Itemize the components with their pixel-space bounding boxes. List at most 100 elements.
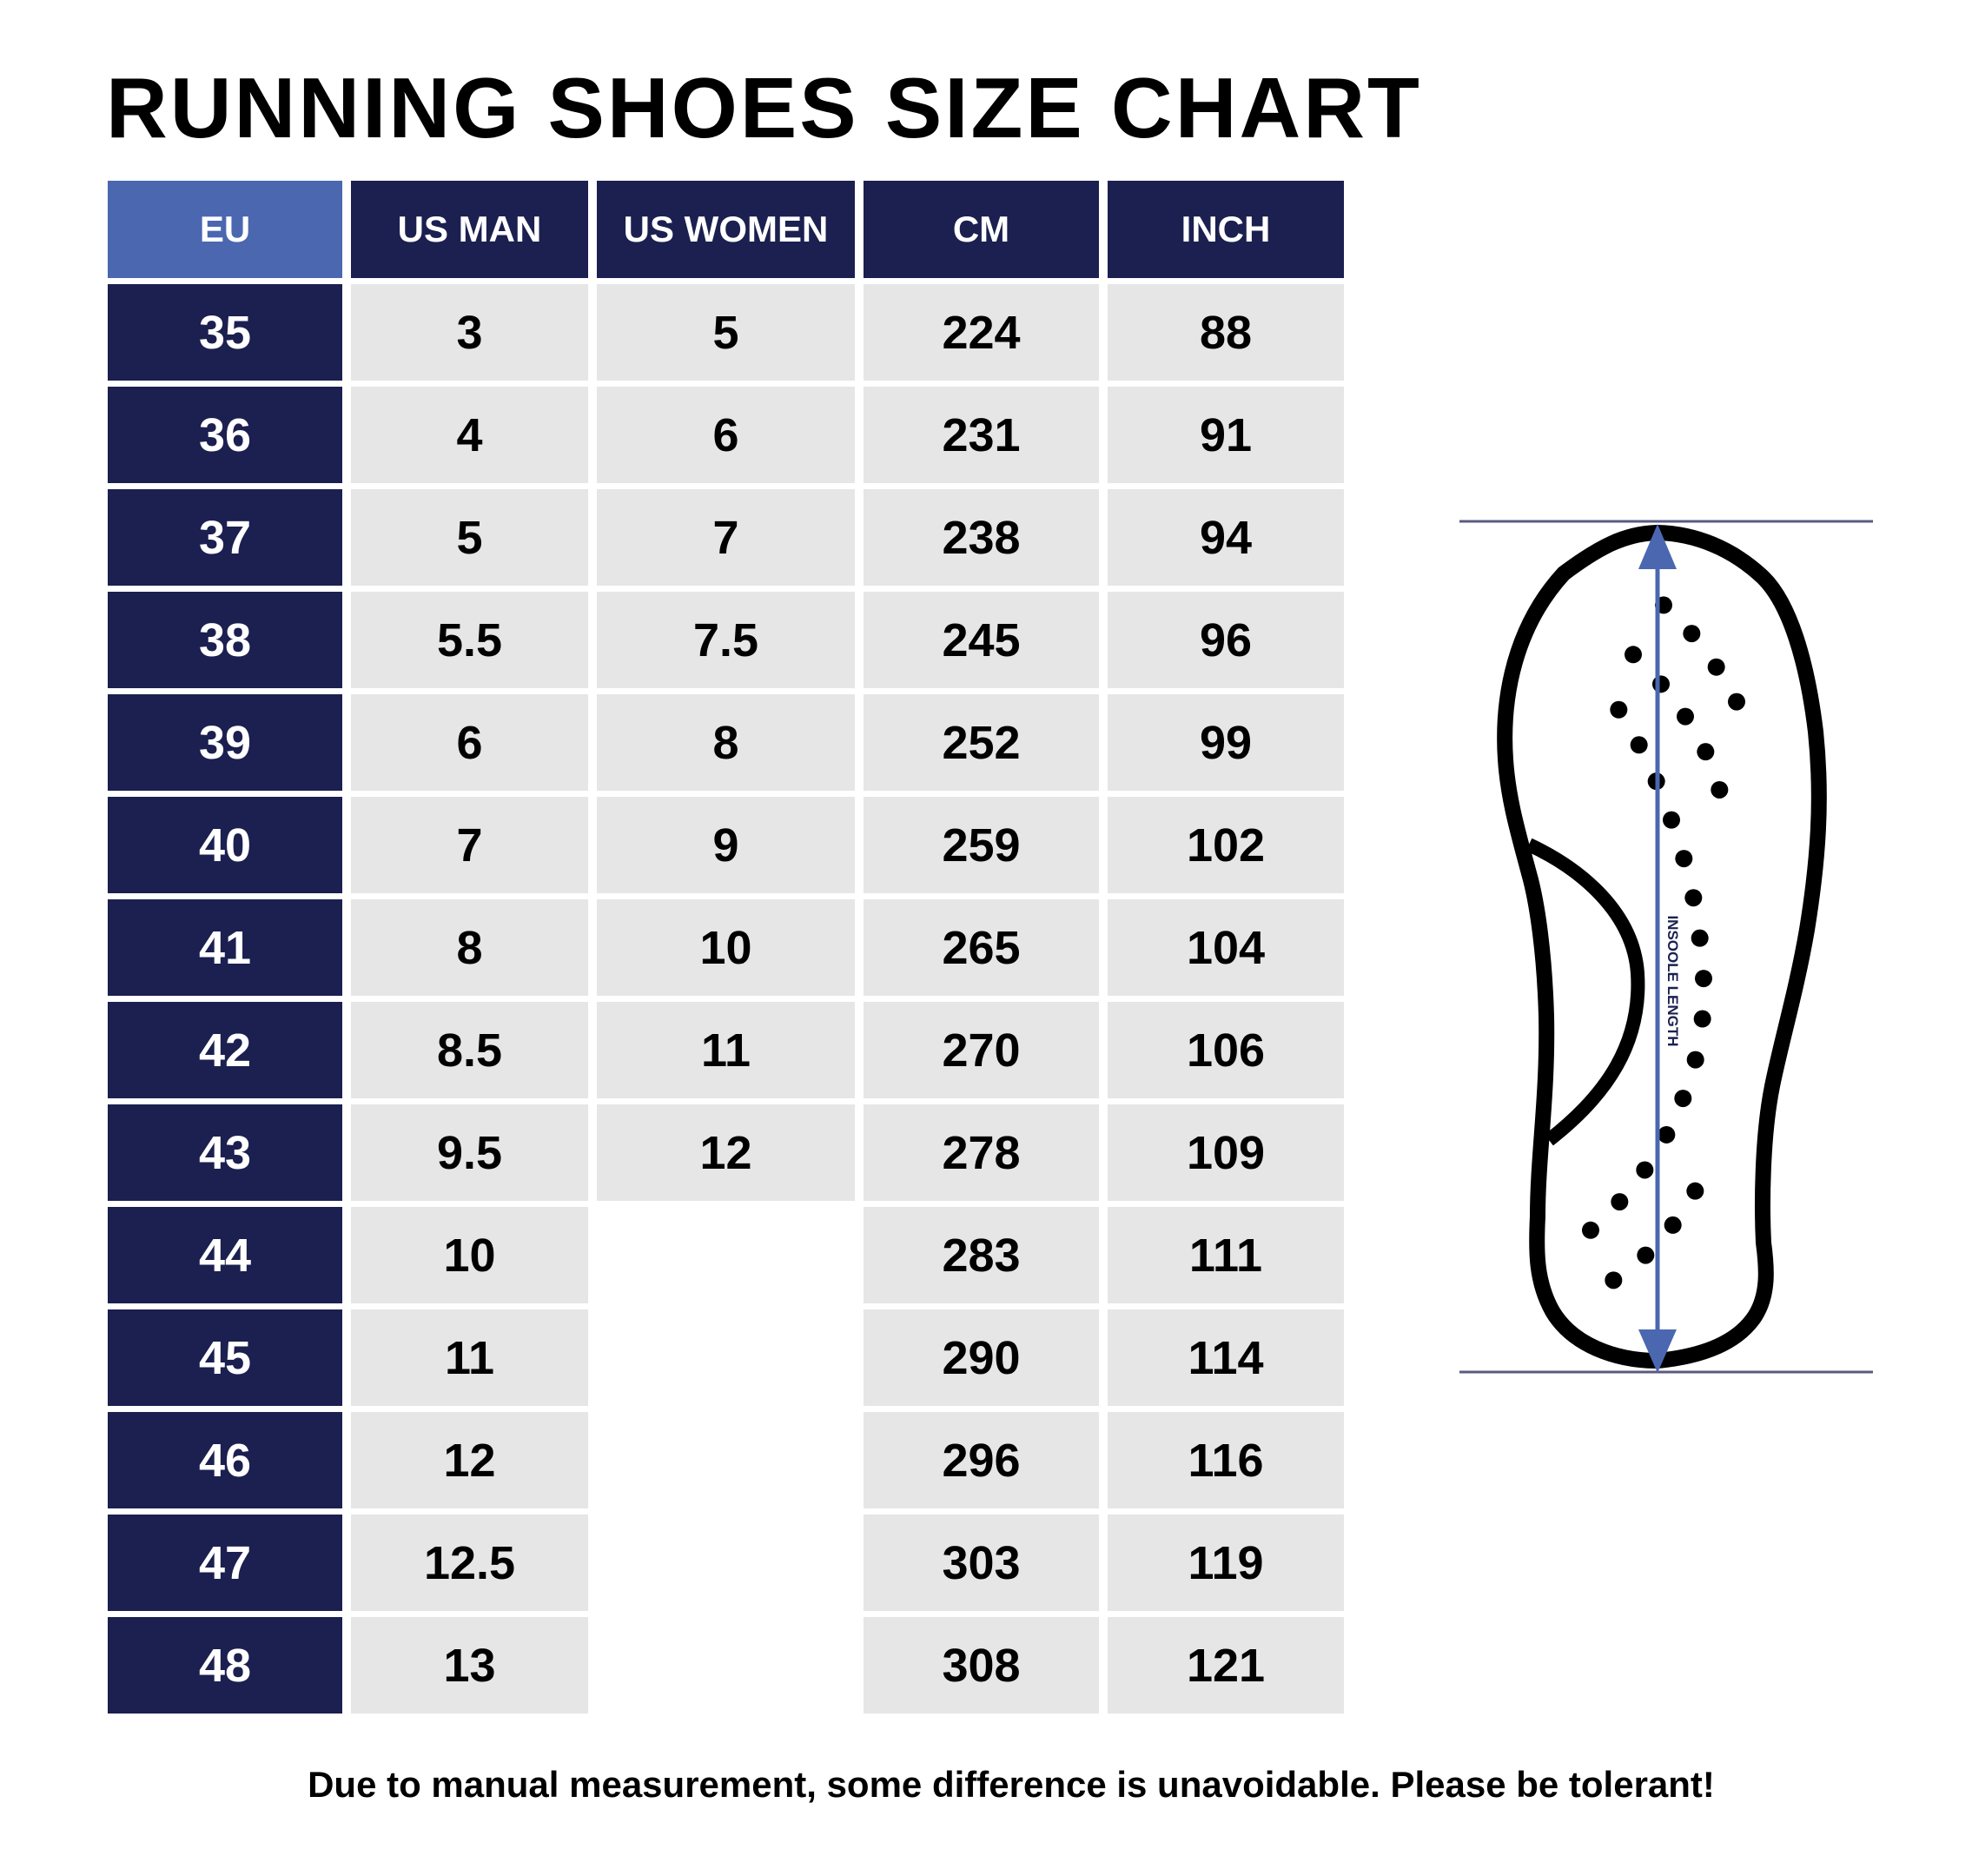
insole-dot xyxy=(1664,1216,1682,1234)
insole-dot xyxy=(1691,929,1709,947)
insole-dot xyxy=(1625,646,1642,664)
cell-inch: 109 xyxy=(1108,1104,1344,1201)
insole-dot xyxy=(1697,743,1715,761)
cell-us-man: 7 xyxy=(351,797,588,893)
cell-inch: 111 xyxy=(1108,1207,1344,1303)
cell-cm: 231 xyxy=(864,387,1099,483)
cell-us-women: 12 xyxy=(597,1104,855,1201)
cell-inch: 104 xyxy=(1108,899,1344,996)
header-us-man: US MAN xyxy=(351,181,588,278)
insole-dot xyxy=(1637,1246,1655,1264)
insole-dot xyxy=(1686,1051,1704,1069)
insole-dot xyxy=(1693,1010,1711,1028)
cell-eu: 39 xyxy=(108,694,342,791)
cell-inch: 119 xyxy=(1108,1515,1344,1611)
cell-cm: 265 xyxy=(864,899,1099,996)
insole-dot xyxy=(1652,675,1670,693)
cell-eu: 44 xyxy=(108,1207,342,1303)
cell-us-man: 4 xyxy=(351,387,588,483)
cell-inch: 106 xyxy=(1108,1002,1344,1098)
insole-dot xyxy=(1605,1271,1623,1289)
insole-length-label: INSOOLE LENGTH xyxy=(1664,915,1681,1046)
page-title: RUNNING SHOES SIZE CHART xyxy=(106,60,1422,156)
cell-cm: 252 xyxy=(864,694,1099,791)
cell-us-man: 5.5 xyxy=(351,592,588,688)
insole-dot xyxy=(1683,625,1701,643)
arch-line xyxy=(1525,838,1645,1146)
insole-dot xyxy=(1610,700,1628,719)
cell-us-man: 6 xyxy=(351,694,588,791)
cell-cm: 283 xyxy=(864,1207,1099,1303)
cell-cm: 270 xyxy=(864,1002,1099,1098)
cell-us-women: 7.5 xyxy=(597,592,855,688)
insole-dot xyxy=(1582,1221,1599,1239)
cell-cm: 303 xyxy=(864,1515,1099,1611)
cell-eu: 35 xyxy=(108,284,342,381)
cell-us-man: 8 xyxy=(351,899,588,996)
cell-us-man: 11 xyxy=(351,1309,588,1406)
cell-cm: 245 xyxy=(864,592,1099,688)
insole-dot xyxy=(1695,970,1712,988)
cell-us-man: 13 xyxy=(351,1617,588,1714)
cell-eu: 36 xyxy=(108,387,342,483)
cell-inch: 96 xyxy=(1108,592,1344,688)
shoe-insole-icon xyxy=(1497,525,1827,1369)
cell-eu: 46 xyxy=(108,1412,342,1508)
cell-eu: 47 xyxy=(108,1515,342,1611)
footer-note: Due to manual measurement, some differen… xyxy=(308,1764,1715,1805)
insole-dot xyxy=(1630,736,1648,754)
insole-dot xyxy=(1674,1090,1692,1108)
cell-eu: 48 xyxy=(108,1617,342,1714)
cell-inch: 91 xyxy=(1108,387,1344,483)
cell-us-women: 6 xyxy=(597,387,855,483)
cell-inch: 99 xyxy=(1108,694,1344,791)
cell-us-man: 9.5 xyxy=(351,1104,588,1201)
insole-dot xyxy=(1663,811,1680,829)
cell-inch: 121 xyxy=(1108,1617,1344,1714)
cell-eu: 38 xyxy=(108,592,342,688)
cell-eu: 43 xyxy=(108,1104,342,1201)
cell-cm: 238 xyxy=(864,489,1099,586)
insole-dot xyxy=(1658,1125,1676,1143)
cell-eu: 45 xyxy=(108,1309,342,1406)
insole-dot xyxy=(1684,889,1703,907)
cell-inch: 114 xyxy=(1108,1309,1344,1406)
cell-cm: 278 xyxy=(864,1104,1099,1201)
cell-us-women: 10 xyxy=(597,899,855,996)
arrow-head-down-icon xyxy=(1638,1329,1677,1373)
cell-us-women: 7 xyxy=(597,489,855,586)
insole-dot xyxy=(1686,1182,1704,1200)
cell-cm: 224 xyxy=(864,284,1099,381)
cell-cm: 290 xyxy=(864,1309,1099,1406)
arrow-head-up-icon xyxy=(1638,524,1677,569)
cell-us-women: 9 xyxy=(597,797,855,893)
cell-us-man: 3 xyxy=(351,284,588,381)
cell-cm: 308 xyxy=(864,1617,1099,1714)
header-eu: EU xyxy=(108,181,342,278)
cell-us-man: 5 xyxy=(351,489,588,586)
insole-dot xyxy=(1707,658,1725,676)
insole-dots xyxy=(1582,596,1745,1289)
cell-inch: 102 xyxy=(1108,797,1344,893)
insole-dot xyxy=(1728,693,1745,711)
insole-dot xyxy=(1677,707,1694,726)
insole-dot xyxy=(1711,780,1729,799)
cell-us-women: 8 xyxy=(597,694,855,791)
insole-dot xyxy=(1675,850,1693,868)
cell-us-women: 5 xyxy=(597,284,855,381)
cell-cm: 296 xyxy=(864,1412,1099,1508)
cell-eu: 37 xyxy=(108,489,342,586)
cell-inch: 116 xyxy=(1108,1412,1344,1508)
cell-us-man: 12.5 xyxy=(351,1515,588,1611)
header-inch: INCH xyxy=(1108,181,1344,278)
cell-us-women: 11 xyxy=(597,1002,855,1098)
cell-inch: 88 xyxy=(1108,284,1344,381)
cell-eu: 41 xyxy=(108,899,342,996)
insole-dot xyxy=(1611,1193,1629,1211)
insole-dot xyxy=(1636,1161,1654,1179)
cell-us-man: 12 xyxy=(351,1412,588,1508)
cell-us-man: 8.5 xyxy=(351,1002,588,1098)
cell-us-man: 10 xyxy=(351,1207,588,1303)
cell-inch: 94 xyxy=(1108,489,1344,586)
